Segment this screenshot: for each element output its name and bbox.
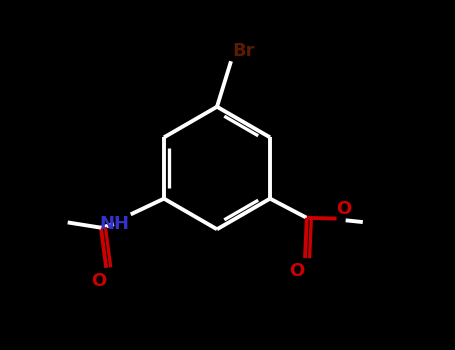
Text: O: O: [288, 262, 304, 280]
Text: O: O: [336, 199, 351, 217]
Text: NH: NH: [100, 215, 130, 233]
Text: O: O: [91, 272, 107, 290]
Text: Br: Br: [233, 42, 255, 60]
